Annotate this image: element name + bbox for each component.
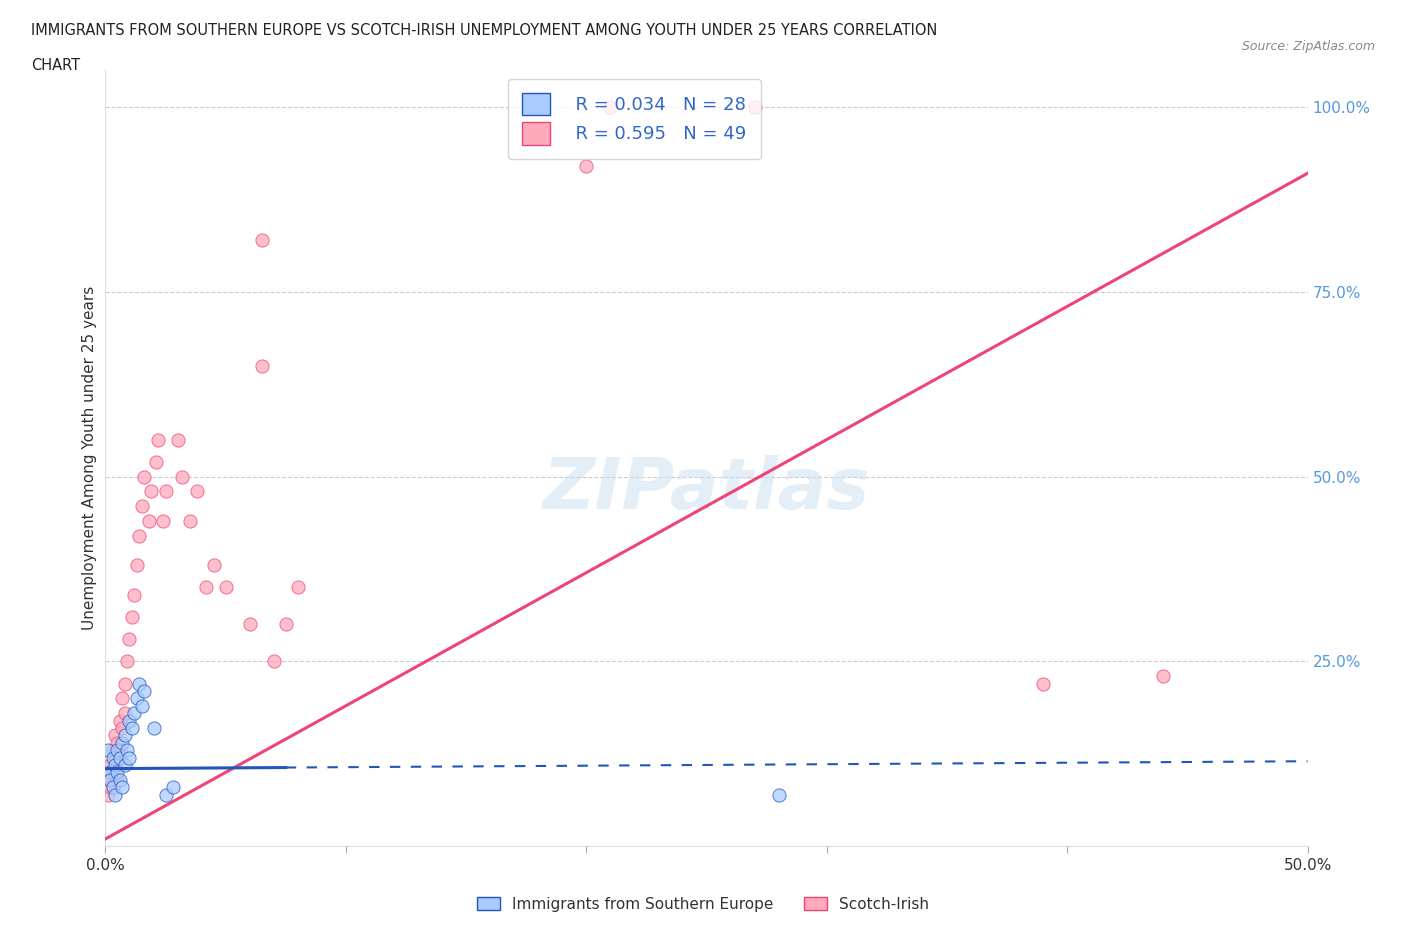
Text: IMMIGRANTS FROM SOUTHERN EUROPE VS SCOTCH-IRISH UNEMPLOYMENT AMONG YOUTH UNDER 2: IMMIGRANTS FROM SOUTHERN EUROPE VS SCOTC… xyxy=(31,23,938,38)
Point xyxy=(114,758,136,773)
Point xyxy=(162,779,184,794)
Point xyxy=(98,764,121,779)
Point xyxy=(250,358,273,373)
Point xyxy=(139,484,162,498)
Point xyxy=(186,484,208,498)
Point xyxy=(155,484,177,498)
Point xyxy=(124,588,146,603)
Point xyxy=(131,498,153,513)
Point xyxy=(1152,669,1174,684)
Point xyxy=(118,631,141,646)
Legend:   R = 0.034   N = 28,   R = 0.595   N = 49: R = 0.034 N = 28, R = 0.595 N = 49 xyxy=(508,79,761,159)
Point xyxy=(145,454,167,469)
Point xyxy=(108,713,131,728)
Point xyxy=(214,580,236,595)
Point xyxy=(575,158,598,173)
Point xyxy=(107,743,129,758)
Point xyxy=(172,469,194,484)
Point xyxy=(97,743,120,758)
Point xyxy=(128,528,150,543)
Point xyxy=(152,513,174,528)
Point xyxy=(166,432,188,447)
Point xyxy=(132,684,155,698)
Point xyxy=(202,558,225,573)
Point xyxy=(195,580,218,595)
Point xyxy=(98,772,121,787)
Point xyxy=(98,779,121,794)
Point xyxy=(132,469,155,484)
Text: CHART: CHART xyxy=(31,58,80,73)
Point xyxy=(108,772,131,787)
Point xyxy=(118,854,141,869)
Point xyxy=(97,787,120,802)
Point xyxy=(104,758,127,773)
Point xyxy=(98,758,121,773)
Point xyxy=(107,764,129,779)
Point xyxy=(179,513,201,528)
Point xyxy=(101,743,124,758)
Point xyxy=(101,779,124,794)
Point xyxy=(131,698,153,713)
Point xyxy=(101,751,124,765)
Point xyxy=(111,779,134,794)
Point xyxy=(287,580,309,595)
Point xyxy=(108,743,131,758)
Text: ZIPatlas: ZIPatlas xyxy=(543,455,870,524)
Point xyxy=(155,787,177,802)
Point xyxy=(114,676,136,691)
Point xyxy=(104,728,127,743)
Point xyxy=(148,432,170,447)
Point xyxy=(97,772,120,787)
Text: Source: ZipAtlas.com: Source: ZipAtlas.com xyxy=(1241,40,1375,53)
Point xyxy=(107,736,129,751)
Point xyxy=(111,721,134,736)
Point xyxy=(744,100,766,114)
Point xyxy=(114,728,136,743)
Point xyxy=(128,676,150,691)
Point xyxy=(250,232,273,247)
Point xyxy=(104,787,127,802)
Point xyxy=(104,751,127,765)
Point xyxy=(101,764,124,779)
Point xyxy=(111,736,134,751)
Point xyxy=(107,772,129,787)
Y-axis label: Unemployment Among Youth under 25 years: Unemployment Among Youth under 25 years xyxy=(82,286,97,631)
Point xyxy=(138,513,160,528)
Point xyxy=(239,617,262,631)
Point xyxy=(111,691,134,706)
Point xyxy=(121,721,143,736)
Point xyxy=(125,691,148,706)
Point xyxy=(768,787,790,802)
Point xyxy=(599,100,621,114)
Point xyxy=(124,706,146,721)
Point xyxy=(142,721,165,736)
Point xyxy=(263,654,285,669)
Point xyxy=(125,558,148,573)
Legend: Immigrants from Southern Europe, Scotch-Irish: Immigrants from Southern Europe, Scotch-… xyxy=(471,890,935,918)
Point xyxy=(115,743,138,758)
Point xyxy=(274,617,297,631)
Point xyxy=(118,713,141,728)
Point xyxy=(121,609,143,624)
Point xyxy=(108,751,131,765)
Point xyxy=(115,654,138,669)
Point xyxy=(1032,676,1054,691)
Point xyxy=(114,706,136,721)
Point xyxy=(118,751,141,765)
